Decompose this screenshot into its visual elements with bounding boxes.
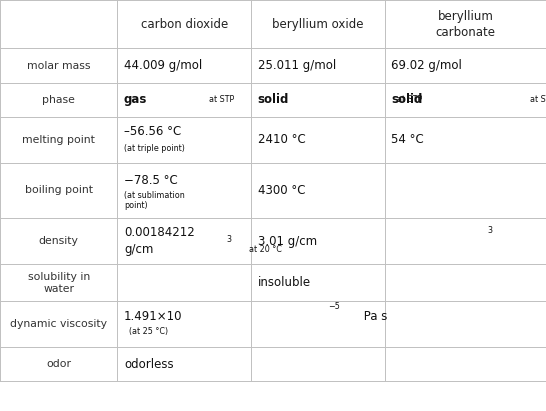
Text: (at sublimation
point): (at sublimation point): [124, 191, 185, 210]
Text: Pa s: Pa s: [360, 310, 387, 323]
Text: odor: odor: [46, 359, 71, 369]
Text: solid: solid: [391, 93, 423, 106]
Text: insoluble: insoluble: [258, 276, 311, 289]
Text: boiling point: boiling point: [25, 185, 93, 196]
Text: 4300 °C: 4300 °C: [258, 184, 305, 197]
Text: 54 °C: 54 °C: [391, 133, 424, 146]
Text: 3.01 g/cm: 3.01 g/cm: [258, 235, 317, 248]
Text: 2410 °C: 2410 °C: [258, 133, 305, 146]
Text: solubility in
water: solubility in water: [27, 272, 90, 294]
Text: 69.02 g/mol: 69.02 g/mol: [391, 59, 462, 72]
Text: at 20 °C: at 20 °C: [244, 245, 282, 254]
Text: beryllium
carbonate: beryllium carbonate: [436, 10, 495, 39]
Text: 44.009 g/mol: 44.009 g/mol: [124, 59, 202, 72]
Text: (at triple point): (at triple point): [124, 143, 185, 152]
Text: 25.011 g/mol: 25.011 g/mol: [258, 59, 336, 72]
Text: melting point: melting point: [22, 135, 95, 145]
Text: dynamic viscosity: dynamic viscosity: [10, 319, 107, 329]
Text: beryllium oxide: beryllium oxide: [272, 18, 364, 31]
Text: molar mass: molar mass: [27, 60, 91, 71]
Text: phase: phase: [42, 95, 75, 105]
Text: 1.491×10: 1.491×10: [124, 310, 182, 323]
Text: solid: solid: [258, 93, 289, 106]
Text: −78.5 °C: −78.5 °C: [124, 174, 177, 187]
Text: (at 25 °C): (at 25 °C): [129, 327, 169, 336]
Text: –56.56 °C: –56.56 °C: [124, 125, 181, 138]
Text: −5: −5: [328, 302, 340, 311]
Text: odorless: odorless: [124, 358, 174, 371]
Text: density: density: [39, 236, 79, 246]
Text: 0.00184212: 0.00184212: [124, 226, 195, 240]
Text: carbon dioxide: carbon dioxide: [141, 18, 228, 31]
Text: at STP: at STP: [396, 95, 422, 104]
Text: g/cm: g/cm: [124, 243, 153, 256]
Text: gas: gas: [124, 93, 147, 106]
Text: at STP: at STP: [209, 95, 234, 104]
Text: at STP: at STP: [530, 95, 546, 104]
Text: 3: 3: [488, 226, 492, 235]
Text: 3: 3: [226, 235, 231, 244]
